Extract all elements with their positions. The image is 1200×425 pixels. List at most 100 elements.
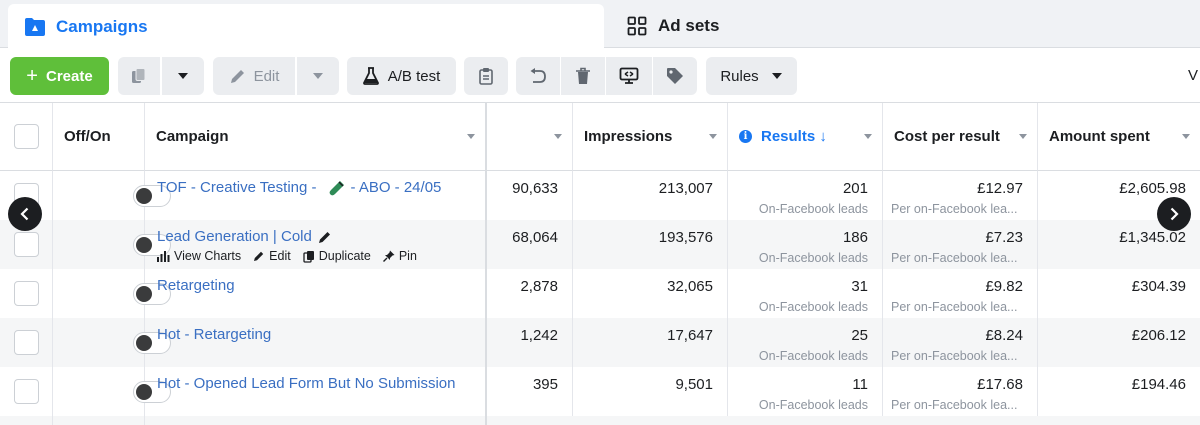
delete-button[interactable]	[561, 57, 605, 95]
table-row[interactable]: Retargeting 2,878 32,065 31 On-Facebook l…	[0, 269, 1200, 318]
row-toggle-cell	[53, 220, 171, 269]
campaign-toggle[interactable]	[133, 381, 171, 403]
campaign-name-link[interactable]: Retargeting	[157, 277, 235, 294]
campaign-name-cell: Lead Generation | Cold View Charts Edit …	[145, 220, 487, 269]
results-header[interactable]: i Results ↓	[728, 103, 883, 171]
clipboard-icon	[478, 67, 494, 85]
impressions-header[interactable]: Impressions	[573, 103, 728, 171]
cost-per-result-value: £17.68	[977, 376, 1023, 393]
off-on-header[interactable]: Off/On	[53, 103, 145, 171]
cost-per-result-cell: £8.24 Per on-Facebook lea...	[883, 318, 1038, 367]
cost-per-result-subtext: Per on-Facebook lea...	[891, 349, 1018, 363]
duplicate-icon	[130, 67, 148, 85]
rules-button[interactable]: Rules	[706, 57, 797, 95]
select-all-checkbox[interactable]	[14, 124, 39, 149]
toggle-knob	[136, 237, 152, 253]
duplicate-button[interactable]	[118, 57, 160, 95]
sort-caret-icon[interactable]	[709, 134, 717, 139]
campaign-name-cell: Hot - Opened Lead Form But No Submission	[145, 367, 487, 416]
toggle-knob	[136, 384, 152, 400]
undo-button[interactable]	[516, 57, 560, 95]
ab-test-button[interactable]: A/B test	[347, 57, 456, 95]
off-on-header-label: Off/On	[64, 128, 111, 145]
edit-label: Edit	[253, 67, 280, 85]
campaign-name-link[interactable]: Lead Generation | Cold	[157, 228, 332, 245]
column-3-header[interactable]	[487, 103, 573, 171]
sort-caret-icon[interactable]	[554, 134, 562, 139]
scroll-left-button[interactable]	[8, 197, 42, 231]
campaign-name-link[interactable]: TOF - Creative Testing - - ABO - 24/05	[157, 179, 441, 196]
pencil-icon[interactable]	[312, 230, 332, 244]
campaign-toggle[interactable]	[133, 234, 171, 256]
campaign-name-part: - ABO - 24/05	[350, 179, 442, 196]
column-3-value: 1,242	[520, 327, 558, 344]
results-header-label: Results ↓	[761, 128, 827, 145]
sort-caret-icon[interactable]	[1019, 134, 1027, 139]
table-row[interactable]: Lead Generation | Cold View Charts Edit …	[0, 220, 1200, 269]
campaign-toggle[interactable]	[133, 332, 171, 354]
edit-button[interactable]: Edit	[213, 57, 295, 95]
sort-caret-icon[interactable]	[467, 134, 475, 139]
view-charts-link[interactable]: View Charts	[157, 249, 241, 263]
amount-spent-cell: £2,605.98	[1038, 171, 1200, 220]
column-3-value: 68,064	[512, 229, 558, 246]
results-value: 11	[852, 376, 868, 393]
undo-icon	[529, 68, 547, 84]
row-checkbox[interactable]	[14, 232, 39, 257]
campaign-name-cell: Hot - Retargeting	[145, 318, 487, 367]
column-3-cell: 1,242	[487, 318, 573, 367]
duplicate-link-label: Duplicate	[318, 249, 371, 263]
cost-per-result-header-label: Cost per result	[894, 128, 1000, 145]
caret-down-icon	[312, 72, 324, 80]
edit-dropdown-button[interactable]	[297, 57, 339, 95]
sort-caret-icon[interactable]	[864, 134, 872, 139]
campaign-toggle[interactable]	[133, 283, 171, 305]
duplicate-link[interactable]: Duplicate	[303, 249, 371, 263]
sort-caret-icon[interactable]	[1182, 134, 1190, 139]
toolbar-truncated-label: V	[1188, 67, 1199, 84]
campaign-name-link[interactable]: Hot - Opened Lead Form But No Submission	[157, 375, 455, 392]
campaign-name-text: Retargeting	[157, 277, 235, 294]
cost-per-result-value: £12.97	[977, 180, 1023, 197]
tab-ad-sets[interactable]: Ad sets	[612, 4, 1200, 48]
campaign-name-text: Hot - Opened Lead Form But No Submission	[157, 375, 456, 392]
cost-per-result-header[interactable]: Cost per result	[883, 103, 1038, 171]
amount-spent-header[interactable]: Amount spent	[1038, 103, 1200, 171]
info-icon[interactable]: i	[739, 130, 752, 143]
cost-per-result-value: £7.23	[985, 229, 1023, 246]
column-3-cell: 395	[487, 367, 573, 416]
caret-down-icon	[771, 72, 783, 80]
row-toggle-cell	[53, 318, 171, 367]
scroll-right-button[interactable]	[1157, 197, 1191, 231]
preview-button[interactable]	[606, 57, 652, 95]
row-checkbox[interactable]	[14, 281, 39, 306]
edit-link[interactable]: Edit	[253, 249, 291, 263]
row-toggle-cell	[53, 269, 171, 318]
cost-per-result-subtext: Per on-Facebook lea...	[891, 202, 1018, 216]
table-row[interactable]: Hot - Opened Lead Form But No Submission…	[0, 367, 1200, 416]
results-value: 25	[851, 327, 868, 344]
tab-campaigns[interactable]: Campaigns	[8, 4, 604, 49]
view-charts-label: View Charts	[174, 249, 242, 263]
tag-button[interactable]	[653, 57, 697, 95]
table-row[interactable]: TOF - Creative Testing - - ABO - 24/05 9…	[0, 171, 1200, 220]
pin-link[interactable]: Pin	[382, 249, 417, 263]
campaign-name-link[interactable]: Hot - Retargeting	[157, 326, 271, 343]
create-button[interactable]: + Create	[10, 57, 109, 95]
results-cell: 25 On-Facebook leads	[728, 318, 883, 367]
results-value: 186	[842, 229, 868, 246]
campaign-header-label: Campaign	[156, 128, 229, 145]
amount-spent-value: £206.12	[1131, 327, 1186, 344]
impressions-cell: 9,501	[573, 367, 728, 416]
campaign-toggle[interactable]	[133, 185, 171, 207]
ab-test-label: A/B test	[387, 67, 441, 85]
test-tube-icon	[323, 180, 345, 196]
row-checkbox[interactable]	[14, 330, 39, 355]
row-toggle-cell	[53, 367, 171, 416]
row-checkbox[interactable]	[14, 379, 39, 404]
campaign-header[interactable]: Campaign	[145, 103, 487, 171]
cost-per-result-cell: £12.97 Per on-Facebook lea...	[883, 171, 1038, 220]
table-row[interactable]: Hot - Retargeting 1,242 17,647 25 On-Face…	[0, 318, 1200, 367]
duplicate-dropdown-button[interactable]	[162, 57, 204, 95]
clipboard-button[interactable]	[464, 57, 508, 95]
